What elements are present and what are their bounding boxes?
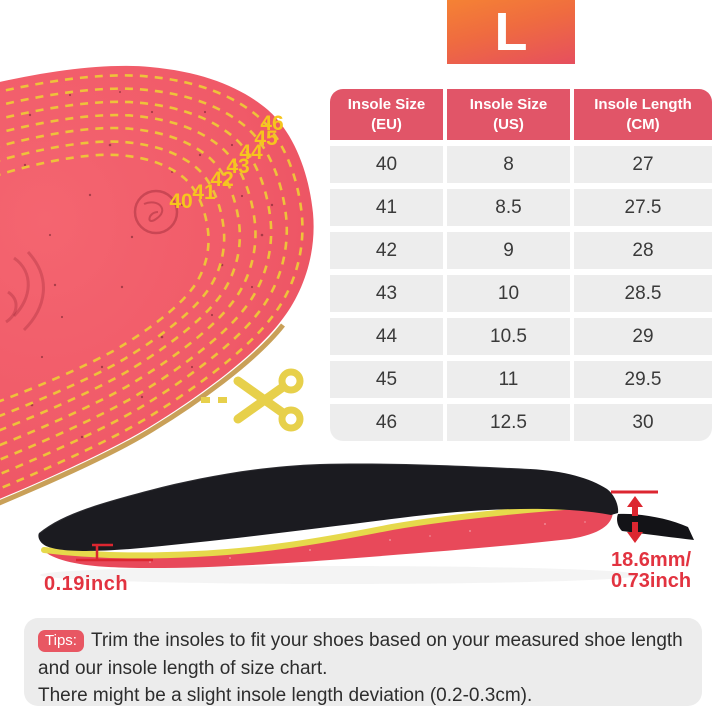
arrow-up-icon [627,496,643,516]
header-insole-size-eu: Insole Size (EU) [330,89,443,140]
embossed-flame [5,250,45,332]
scissors-icon [201,368,304,432]
tips-line-3: There might be a slight insole length de… [38,685,533,706]
trim-size-labels: 40 41 42 43 44 45 46 [169,112,283,213]
soft-shadow [40,566,640,584]
tips-badge: Tips: [38,630,84,652]
tips-box: Tips: Trim the insoles to fit your shoes … [24,618,702,706]
insole-edge-rim [0,323,285,506]
insole-side-view [38,462,694,584]
heel-height-mm: 18.6mm/ [611,549,692,571]
table-cell: 8 [447,146,570,183]
size-label-42: 42 [210,168,233,191]
table-cell: 8.5 [447,189,570,226]
size-label-45: 45 [254,127,278,150]
table-cell: 40 [330,146,443,183]
table-cell: 44 [330,318,443,355]
measurement-marks [76,490,658,562]
size-conversion-table: Insole Size (EU) Insole Size (US) Insole… [330,89,712,441]
size-label-40: 40 [169,190,192,213]
table-cell: 28 [574,232,712,269]
table-cell: 29.5 [574,361,712,398]
red-foam-layer [42,504,613,569]
tips-line-2: and our insole length of size chart. [38,657,328,679]
table-cell: 12.5 [447,404,570,441]
size-badge: L [447,0,575,64]
toe-thickness-bracket [76,543,153,562]
size-badge-letter: L [494,2,528,62]
table-cell: 11 [447,361,570,398]
table-cell: 27 [574,146,712,183]
size-label-43: 43 [226,155,249,178]
header-insole-length-cm: Insole Length (CM) [574,89,712,140]
table-cell: 10 [447,275,570,312]
table-cell: 42 [330,232,443,269]
insole-top-view: 40 41 42 43 44 45 46 [0,65,314,545]
header-insole-size-us: Insole Size (US) [447,89,570,140]
table-cell: 10.5 [447,318,570,355]
black-top-layer [38,463,619,551]
toe-thickness-label: 0.19inch [44,573,129,595]
table-cell: 29 [574,318,712,355]
tips-line-1: Tips: Trim the insoles to fit your shoes … [38,627,686,655]
table-cell: 28.5 [574,275,712,312]
table-cell: 9 [447,232,570,269]
size-label-41: 41 [192,181,216,204]
size-label-44: 44 [239,141,263,164]
table-cell: 30 [574,404,712,441]
table-cell: 45 [330,361,443,398]
table-cell: 41 [330,189,443,226]
arrow-down-icon [627,522,643,543]
heel-height-inch: 0.73inch [611,570,692,592]
heel-height-label: 18.6mm/ 0.73inch [611,550,691,592]
heel-flap [617,513,694,540]
embossed-logo [133,189,179,235]
table-cell: 46 [330,404,443,441]
tips-text-1: Trim the insoles to fit your shoes based… [90,630,683,651]
table-cell: 27.5 [574,189,712,226]
yellow-foam-layer [41,501,614,559]
top-highlight [38,462,531,534]
foam-speckles [23,91,274,439]
table-cell: 43 [330,275,443,312]
size-label-46: 46 [260,112,283,135]
